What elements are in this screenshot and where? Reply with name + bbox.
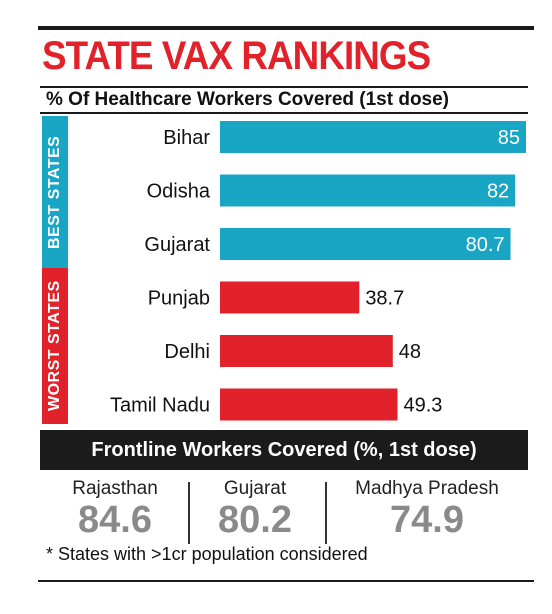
frontline-state-name: Rajasthan [72,478,158,499]
value-label: 48 [399,341,421,363]
chart-subtitle: % Of Healthcare Workers Covered (1st dos… [40,86,528,114]
worst-states-label: WORST STATES [42,268,68,424]
best-states-label: BEST STATES [42,116,68,268]
value-label: 82 [487,181,509,203]
bar-chart: Bihar 85 Odisha 82 Gujarat 80.7 Punjab 38.7 Delh… [110,121,526,421]
bar-delhi [220,335,393,367]
page-title: STATE VAX RANKINGS [42,34,431,78]
stat-divider [325,482,327,544]
frontline-heading: Frontline Workers Covered (%, 1st dose) [40,430,528,470]
category-label: Punjab [148,288,210,310]
value-label: 80.7 [466,234,505,256]
category-label: Bihar [163,127,210,149]
frontline-state-value: 74.9 [390,499,464,541]
bar-gujarat [220,228,511,260]
category-label: Odisha [147,181,211,203]
bar-tamil-nadu [220,388,398,421]
frontline-state-name: Madhya Pradesh [355,478,499,499]
frontline-stat-rajasthan: Rajasthan 84.6 [50,478,180,540]
bar-bihar [220,121,526,153]
bar-odisha [220,174,516,207]
footnote: * States with >1cr population considered [46,544,368,564]
category-label: Delhi [164,341,210,363]
frontline-stat-gujarat: Gujarat 80.2 [195,478,315,540]
bar-punjab [220,281,360,314]
frontline-state-name: Gujarat [223,478,287,499]
value-label: 38.7 [365,288,404,310]
frontline-stat-madhya-pradesh: Madhya Pradesh 74.9 [332,478,522,540]
value-label: 49.3 [403,395,442,417]
stat-divider [188,482,190,544]
frontline-state-value: 84.6 [78,499,152,541]
category-label: Tamil Nadu [110,395,210,417]
category-label: Gujarat [144,234,210,256]
infographic-frame [38,26,534,582]
value-label: 85 [498,127,520,149]
frontline-state-value: 80.2 [218,499,292,541]
